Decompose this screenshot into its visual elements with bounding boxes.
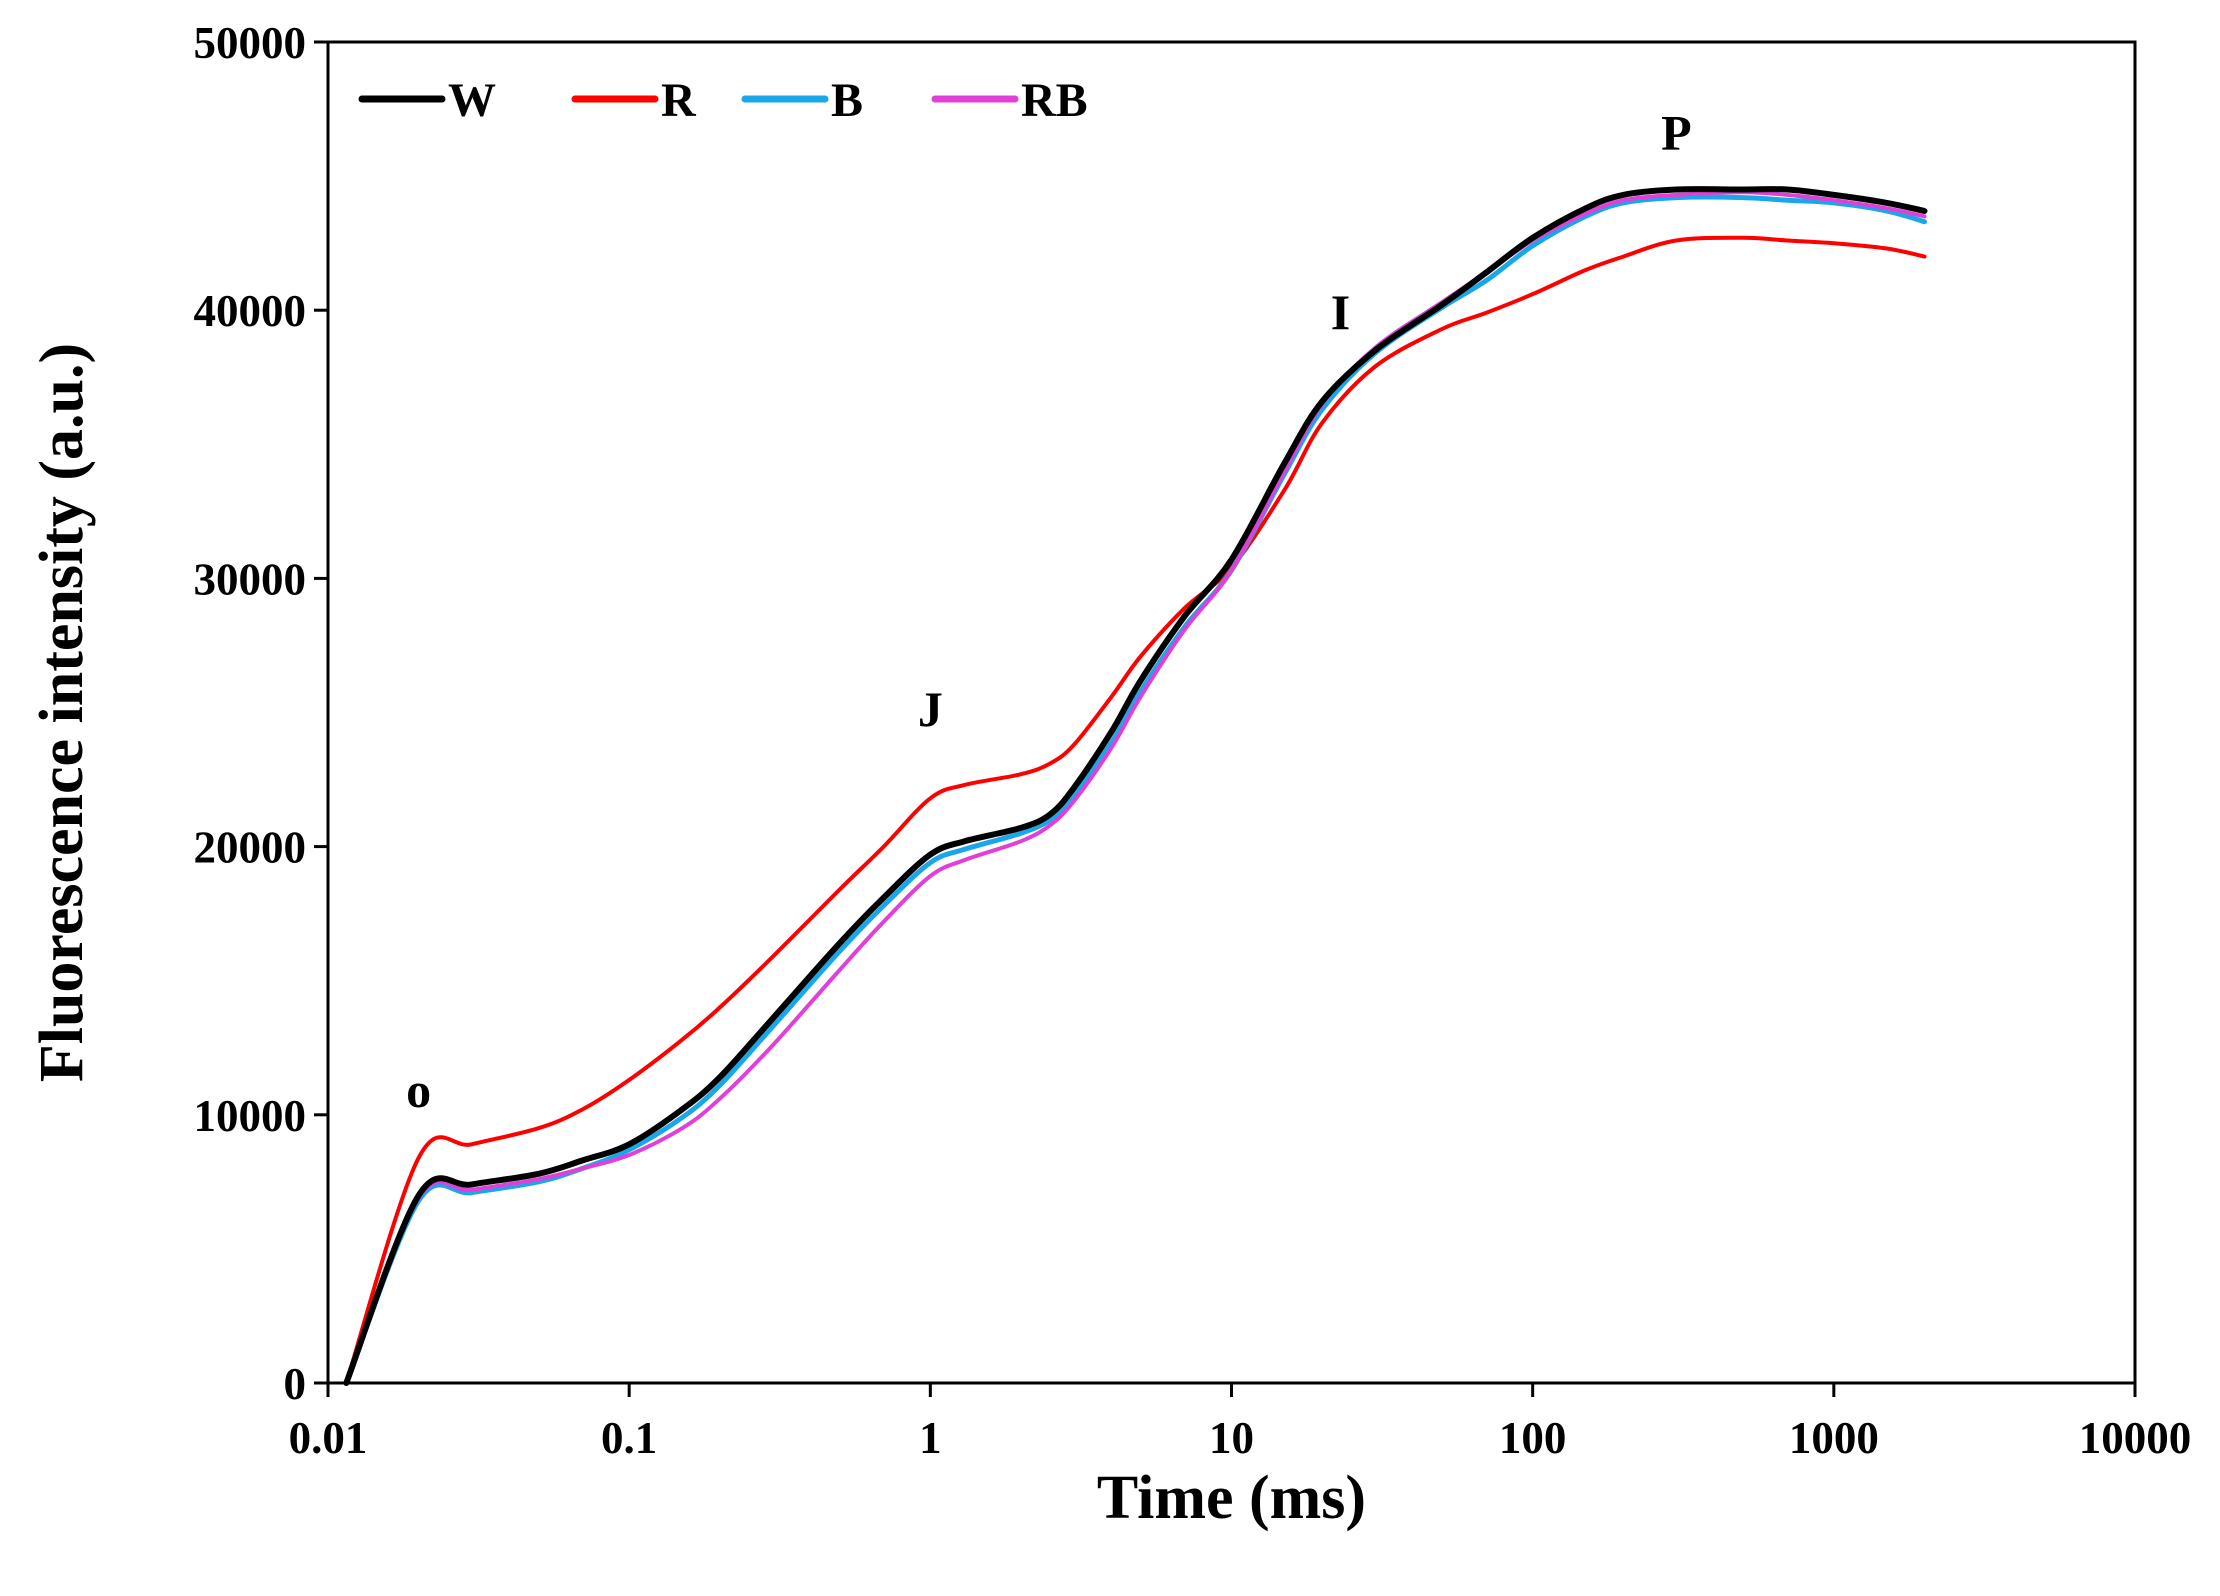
- legend-label-w: W: [448, 74, 496, 127]
- y-tick-label: 20000: [194, 823, 307, 873]
- annotation-j: J: [918, 681, 943, 737]
- axes-layer: 0.01 0.1 1 10 100 1000 10000 0 10000 20000 30000 40…: [28, 18, 2191, 1532]
- series-line-b: [343, 194, 1927, 1386]
- y-tick-label: 50000: [194, 18, 307, 68]
- annotation-layer: o J I P: [406, 104, 1691, 1117]
- series-line-rb: [344, 190, 1927, 1385]
- legend-label-rb: RB: [1021, 74, 1088, 127]
- y-tick-label: 30000: [194, 554, 307, 604]
- annotation-o: o: [406, 1062, 431, 1118]
- x-tick-label: 1000: [1789, 1413, 1879, 1463]
- annotation-i: I: [1331, 284, 1350, 340]
- legend-label-r: R: [661, 74, 697, 127]
- x-tick-label: 100: [1499, 1413, 1567, 1463]
- x-tick-label: 0.01: [289, 1413, 368, 1463]
- y-tick-label: 40000: [194, 286, 307, 336]
- plot-frame: [326, 40, 2137, 1385]
- x-tick-label: 1: [919, 1413, 942, 1463]
- x-tick-label: 10000: [2079, 1413, 2192, 1463]
- series-line-w: [343, 186, 1928, 1386]
- annotation-p: P: [1661, 104, 1692, 160]
- x-axis-title: Time (ms): [1097, 1464, 1366, 1532]
- series-layer: [343, 186, 1928, 1386]
- legend: W R B RB: [358, 74, 1088, 127]
- x-tick-label: 10: [1209, 1413, 1254, 1463]
- y-axis-title: Fluorescence intensity (a.u.): [28, 343, 96, 1082]
- y-tick-label: 0: [284, 1359, 307, 1409]
- series-line-r: [344, 235, 1927, 1385]
- legend-label-b: B: [831, 74, 863, 127]
- x-tick-label: 0.1: [601, 1413, 657, 1463]
- y-tick-label: 10000: [194, 1091, 307, 1141]
